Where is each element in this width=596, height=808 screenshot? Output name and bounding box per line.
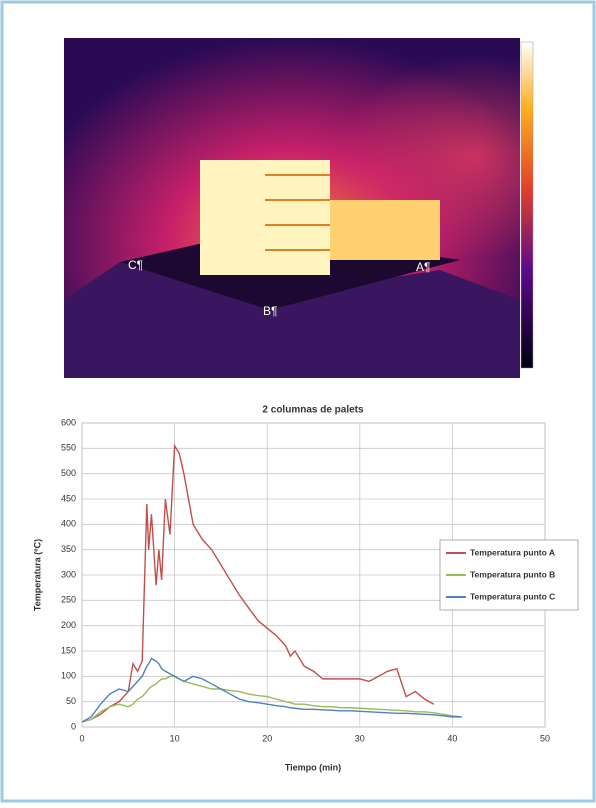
x-axis-label: Tiempo (min): [285, 762, 341, 772]
x-tick-label: 20: [262, 733, 272, 743]
x-tick-label: 40: [447, 733, 457, 743]
y-tick-label: 350: [61, 544, 76, 554]
y-tick-label: 0: [71, 721, 76, 731]
y-axis-label: Temperatura (ºC): [32, 539, 42, 611]
y-tick-label: 250: [61, 595, 76, 605]
y-tick-label: 600: [61, 417, 76, 427]
y-tick-label: 200: [61, 620, 76, 630]
series-line: [81, 657, 462, 723]
y-tick-label: 150: [61, 645, 76, 655]
x-tick-label: 50: [540, 733, 550, 743]
point-label: B¶: [263, 304, 277, 318]
x-tick-label: 10: [170, 733, 180, 743]
thermal-image: C¶ B¶ A¶: [64, 38, 534, 378]
y-tick-label: 50: [66, 696, 76, 706]
y-tick-label: 300: [61, 569, 76, 579]
point-label: A¶: [416, 260, 430, 274]
y-tick-label: 400: [61, 519, 76, 529]
y-tick-label: 450: [61, 493, 76, 503]
point-label: C¶: [128, 258, 143, 272]
legend-label: Temperatura punto C: [470, 591, 555, 601]
legend-label: Temperatura punto A: [470, 547, 555, 557]
series-line: [81, 443, 435, 723]
series-line: [81, 675, 462, 723]
y-tick-label: 500: [61, 468, 76, 478]
x-tick-label: 30: [355, 733, 365, 743]
legend-label: Temperatura punto B: [470, 569, 555, 579]
y-tick-label: 100: [61, 671, 76, 681]
x-tick-label: 0: [79, 733, 84, 743]
chart-title: 2 columnas de palets: [262, 405, 364, 416]
y-tick-label: 550: [61, 443, 76, 453]
